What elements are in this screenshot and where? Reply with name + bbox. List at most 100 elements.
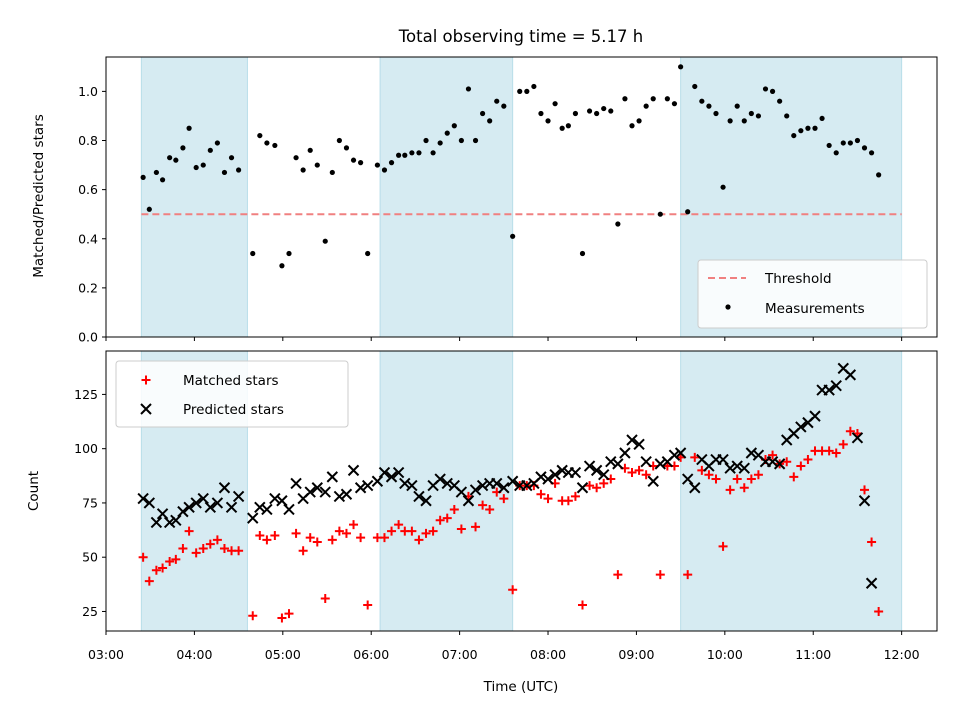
predicted-star-point: [434, 473, 446, 485]
measurement-point: [791, 132, 797, 139]
predicted-star-point: [399, 477, 411, 490]
measurement-point: [257, 132, 263, 139]
bottom-axes-frame: [105, 350, 938, 632]
matched-star-point: [683, 570, 693, 580]
matched-star-point: [277, 613, 287, 623]
top-shaded-interval-2: [379, 56, 514, 338]
measurement-point: [650, 96, 656, 102]
bottom-x-tick-label: 04:00: [176, 647, 212, 662]
matched-star-point: [641, 470, 651, 480]
measurement-point: [146, 206, 152, 212]
measurement-point: [279, 263, 285, 269]
measurement-point: [594, 110, 600, 117]
matched-star-point: [585, 481, 595, 491]
matched-star-point: [478, 500, 488, 510]
matched-star-point: [349, 520, 359, 530]
matched-star-point: [334, 526, 344, 536]
measurement-point: [784, 113, 790, 119]
matched-star-point: [305, 533, 315, 543]
measurement-point: [314, 162, 320, 168]
measurement-point: [777, 98, 783, 104]
measurement-point: [608, 108, 614, 114]
measurement-point: [685, 209, 691, 215]
matched-star-point: [732, 474, 742, 484]
measurement-point: [601, 105, 607, 112]
matched-star-point: [435, 515, 445, 525]
legend-matched-swatch: [141, 375, 151, 385]
predicted-star-point: [283, 503, 295, 516]
predicted-star-point: [420, 495, 432, 507]
measurement-point: [734, 103, 740, 109]
measurement-point: [741, 118, 747, 124]
bottom-axes: 25 50 75 100 125 03:00 04:00 05:00 06:00 07:00 08:…: [74, 350, 938, 662]
matched-star-point: [414, 535, 424, 545]
matched-star-point: [205, 539, 215, 549]
top-y-tick-label: 0.8: [78, 133, 98, 148]
measurement-point: [664, 96, 670, 102]
measurement-point: [713, 110, 719, 117]
measurement-point: [250, 250, 256, 257]
predicted-star-point: [738, 462, 750, 474]
bottom-shaded-interval-2: [379, 350, 514, 632]
matched-star-point: [711, 474, 721, 484]
measurement-point: [272, 142, 278, 149]
measurement-point: [423, 137, 429, 144]
measurement-point: [307, 147, 313, 153]
matched-star-point: [198, 544, 208, 554]
predicted-star-point: [569, 466, 582, 479]
matched-star-point: [151, 565, 161, 575]
matched-star-point: [158, 563, 168, 573]
matched-star-point: [508, 585, 518, 595]
measurement-point: [322, 238, 328, 244]
measurement-point: [812, 125, 818, 131]
matched-star-point: [838, 439, 848, 449]
predicted-star-point: [354, 482, 367, 494]
predicted-star-point: [633, 438, 645, 451]
measurement-point: [861, 145, 868, 151]
measurement-point: [819, 115, 825, 122]
matched-star-point: [824, 446, 834, 456]
matched-star-point: [387, 526, 397, 536]
predicted-star-point: [137, 492, 149, 505]
bottom-x-tick-label: 03:00: [88, 647, 124, 662]
matched-star-point: [394, 520, 404, 530]
matched-star-point: [428, 526, 438, 536]
predicted-star-point: [183, 501, 195, 513]
matched-star-point: [341, 528, 351, 538]
predicted-star-point: [225, 501, 238, 513]
predicted-star-point: [576, 482, 589, 494]
measurement-point: [293, 155, 299, 161]
matched-star-point: [796, 461, 806, 471]
measurement-point: [388, 160, 395, 166]
bottom-legend-box: [115, 360, 349, 428]
predicted-star-point: [204, 501, 217, 513]
predicted-star-point: [647, 475, 659, 487]
top-legend-box: [697, 259, 928, 329]
predicted-star-point: [865, 577, 878, 589]
matched-star-point: [543, 494, 553, 504]
bottom-x-tick-label: 05:00: [265, 647, 301, 662]
predicted-star-point: [773, 458, 786, 470]
measurement-point: [430, 150, 436, 156]
matched-star-point: [165, 557, 175, 567]
measurement-point: [286, 250, 292, 257]
matched-star-point: [536, 489, 546, 499]
top-y-tick-label: 0.2: [78, 280, 98, 295]
matched-star-point: [704, 470, 714, 480]
predicted-star-point: [385, 471, 398, 483]
predicted-star-point: [319, 486, 331, 498]
predicted-star-point: [858, 495, 871, 507]
matched-star-point: [327, 535, 337, 545]
measurement-point: [180, 145, 186, 151]
matched-star-point: [613, 570, 623, 580]
predicted-star-point: [619, 447, 631, 459]
matched-star-point: [363, 600, 373, 610]
predicted-star-point: [163, 516, 176, 529]
predicted-star-point: [232, 490, 245, 503]
matched-star-point: [356, 533, 366, 543]
measurement-point: [374, 162, 381, 168]
measurement-point: [854, 137, 861, 144]
predicted-star-point: [406, 479, 418, 492]
predicted-star-point: [823, 384, 835, 396]
predicted-star-point: [830, 380, 842, 392]
